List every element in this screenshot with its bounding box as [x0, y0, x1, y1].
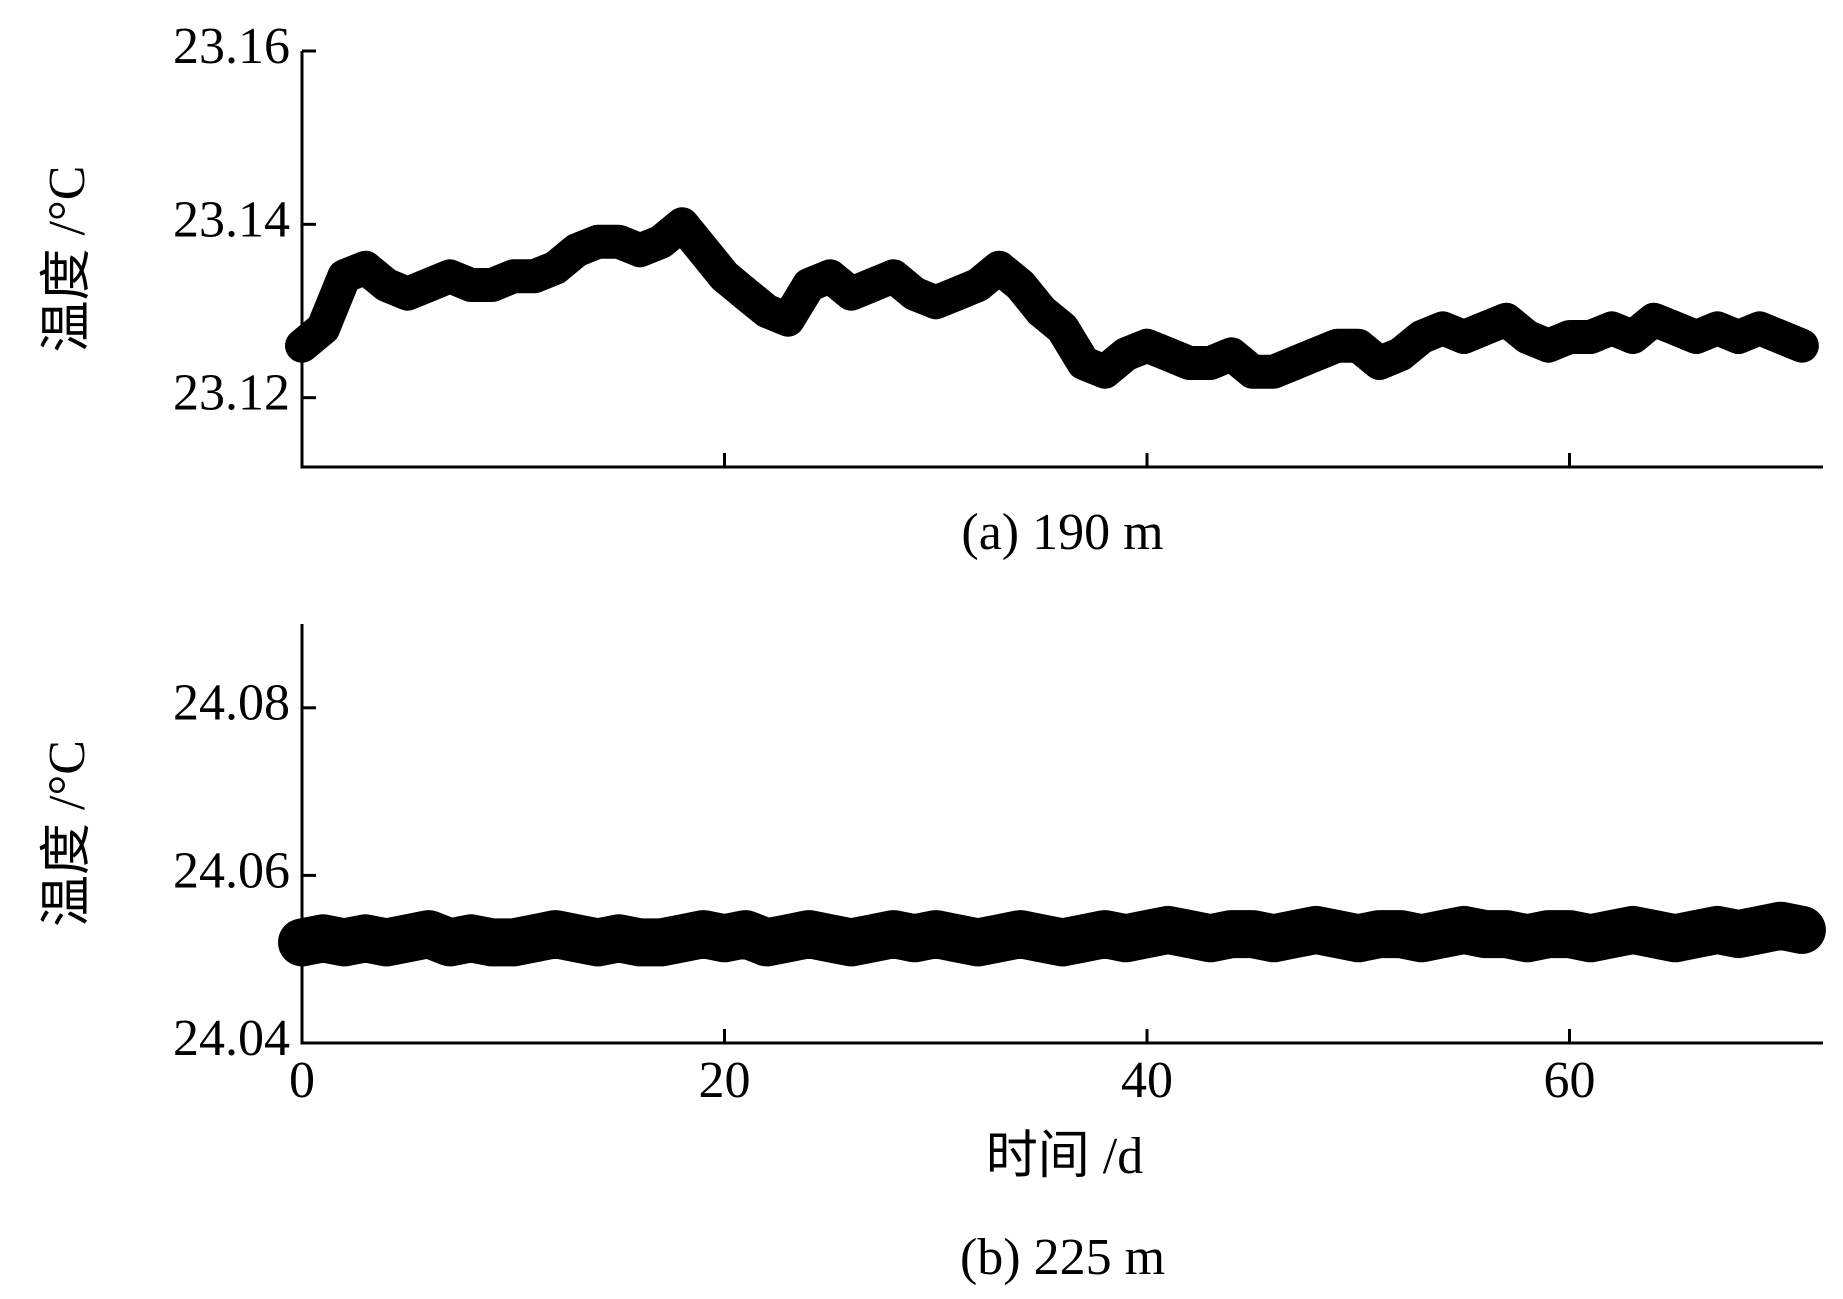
x-tick-label: 40: [1121, 1052, 1173, 1109]
temperature-line: [278, 901, 1826, 967]
temperature-line: [285, 207, 1819, 389]
axes: [300, 51, 1823, 469]
y-axis-label: 温度 /°C: [39, 740, 96, 927]
y-tick-label: 24.08: [173, 675, 290, 732]
x-axis-label: 时间 /d: [986, 1128, 1143, 1185]
y-tick-label: 24.04: [173, 1010, 290, 1067]
x-tick-label: 60: [1544, 1052, 1596, 1109]
axes: [300, 624, 1823, 1045]
y-tick-label: 24.06: [173, 842, 290, 899]
x-tick-label: 20: [699, 1052, 751, 1109]
caption: (b) 225 m: [960, 1229, 1165, 1286]
y-tick-label: 23.12: [173, 365, 290, 422]
x-tick-label: 0: [289, 1052, 315, 1109]
y-tick-label: 23.14: [173, 191, 290, 248]
caption: (a) 190 m: [961, 504, 1163, 561]
y-tick-label: 23.16: [173, 18, 290, 75]
y-axis-label: 温度 /°C: [39, 166, 96, 353]
